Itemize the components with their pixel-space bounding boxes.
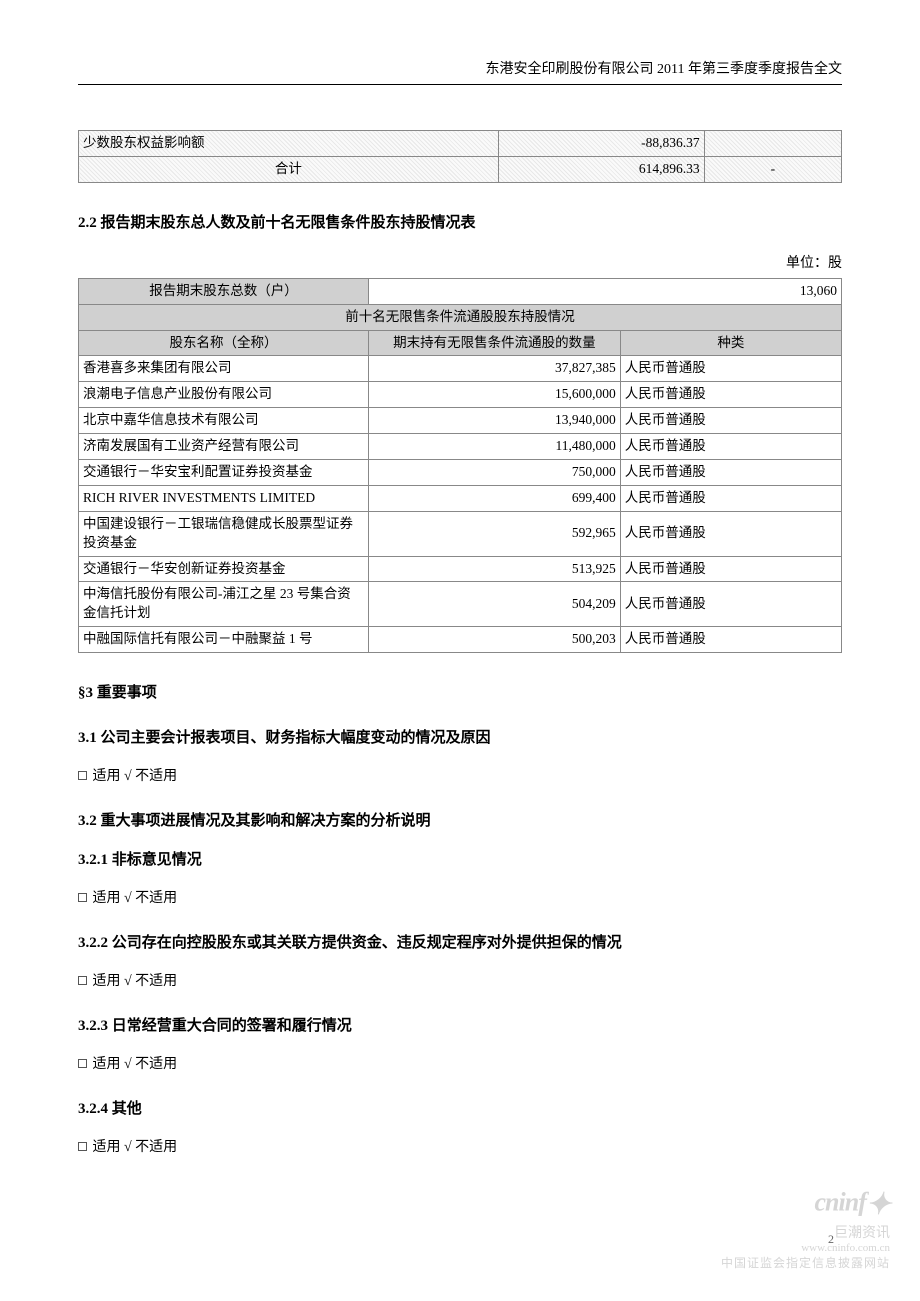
table-row-type: 人民币普通股 bbox=[620, 434, 841, 460]
checkbox-icon bbox=[78, 893, 87, 902]
section-3-2-1-title: 3.2.1 非标意见情况 bbox=[78, 848, 842, 869]
cb-3-2-3: 适用 √ 不适用 bbox=[78, 1053, 842, 1073]
table-row-name: 交通银行－华安创新证券投资基金 bbox=[79, 556, 369, 582]
table-row-qty: 699,400 bbox=[368, 485, 620, 511]
page-header: 东港安全印刷股份有限公司 2011 年第三季度季度报告全文 bbox=[78, 58, 842, 85]
section-3-title: §3 重要事项 bbox=[78, 681, 842, 702]
cb-3-2-1: 适用 √ 不适用 bbox=[78, 887, 842, 907]
t2-subtitle: 前十名无限售条件流通股股东持股情况 bbox=[79, 304, 842, 330]
section-3-2-2-title: 3.2.2 公司存在向控股股东或其关联方提供资金、违反规定程序对外提供担保的情况 bbox=[78, 931, 842, 952]
cb-text: 适用 √ 不适用 bbox=[89, 1057, 177, 1072]
checkbox-icon bbox=[78, 976, 87, 985]
table-row-qty: 11,480,000 bbox=[368, 434, 620, 460]
table-row-qty: 750,000 bbox=[368, 460, 620, 486]
t2-total-label: 报告期末股东总数（户） bbox=[79, 278, 369, 304]
cb-3-2-2: 适用 √ 不适用 bbox=[78, 970, 842, 990]
table-row-type: 人民币普通股 bbox=[620, 582, 841, 627]
table-row-name: 中海信托股份有限公司-浦江之星 23 号集合资金信托计划 bbox=[79, 582, 369, 627]
t2-total-value: 13,060 bbox=[368, 278, 841, 304]
t1-r0-label: 少数股东权益影响额 bbox=[79, 131, 499, 157]
watermark-sub1: 巨潮资讯 bbox=[721, 1222, 890, 1242]
table-row-qty: 500,203 bbox=[368, 627, 620, 653]
section-3-1-title: 3.1 公司主要会计报表项目、财务指标大幅度变动的情况及原因 bbox=[78, 726, 842, 747]
checkbox-icon bbox=[78, 1059, 87, 1068]
watermark-sub3: 中国证监会指定信息披露网站 bbox=[721, 1254, 890, 1271]
table-row-type: 人民币普通股 bbox=[620, 485, 841, 511]
cb-text: 适用 √ 不适用 bbox=[89, 891, 177, 906]
table-row-type: 人民币普通股 bbox=[620, 556, 841, 582]
t2-h2: 种类 bbox=[620, 330, 841, 356]
watermark-sub2: www.cninfo.com.cn bbox=[721, 1242, 890, 1254]
table-row-qty: 513,925 bbox=[368, 556, 620, 582]
section-3-2-4-title: 3.2.4 其他 bbox=[78, 1097, 842, 1118]
table-row-type: 人民币普通股 bbox=[620, 382, 841, 408]
table-row-name: 浪潮电子信息产业股份有限公司 bbox=[79, 382, 369, 408]
cb-3-1: 适用 √ 不适用 bbox=[78, 765, 842, 785]
t1-r0-v1: -88,836.37 bbox=[498, 131, 704, 157]
t2-h1: 期末持有无限售条件流通股的数量 bbox=[368, 330, 620, 356]
t2-h0: 股东名称（全称） bbox=[79, 330, 369, 356]
table-row-qty: 13,940,000 bbox=[368, 408, 620, 434]
cb-3-2-4: 适用 √ 不适用 bbox=[78, 1136, 842, 1156]
table-row-qty: 592,965 bbox=[368, 511, 620, 556]
table-row-type: 人民币普通股 bbox=[620, 356, 841, 382]
t1-r1-v2: - bbox=[704, 156, 841, 182]
cb-text: 适用 √ 不适用 bbox=[89, 1140, 177, 1155]
watermark-logo: cninf✦ bbox=[721, 1187, 890, 1222]
t1-r1-v1: 614,896.33 bbox=[498, 156, 704, 182]
table-row-name: 中国建设银行－工银瑞信稳健成长股票型证券投资基金 bbox=[79, 511, 369, 556]
section-3-2-title: 3.2 重大事项进展情况及其影响和解决方案的分析说明 bbox=[78, 809, 842, 830]
watermark: cninf✦ 巨潮资讯 www.cninfo.com.cn 中国证监会指定信息披… bbox=[721, 1187, 890, 1271]
table-row-name: 中融国际信托有限公司－中融聚益 1 号 bbox=[79, 627, 369, 653]
table-row-name: 北京中嘉华信息技术有限公司 bbox=[79, 408, 369, 434]
table-shareholders: 报告期末股东总数（户） 13,060 前十名无限售条件流通股股东持股情况 股东名… bbox=[78, 278, 842, 653]
table-row-name: RICH RIVER INVESTMENTS LIMITED bbox=[79, 485, 369, 511]
cb-text: 适用 √ 不适用 bbox=[89, 974, 177, 989]
section-2-2-title: 2.2 报告期末股东总人数及前十名无限售条件股东持股情况表 bbox=[78, 211, 842, 232]
table-row-type: 人民币普通股 bbox=[620, 460, 841, 486]
table-row-qty: 37,827,385 bbox=[368, 356, 620, 382]
table-row-name: 济南发展国有工业资产经营有限公司 bbox=[79, 434, 369, 460]
t1-r1-label: 合计 bbox=[79, 156, 499, 182]
cb-text: 适用 √ 不适用 bbox=[89, 769, 177, 784]
table-row-type: 人民币普通股 bbox=[620, 408, 841, 434]
t1-r0-v2 bbox=[704, 131, 841, 157]
table-row-qty: 15,600,000 bbox=[368, 382, 620, 408]
table-row-name: 交通银行－华安宝利配置证券投资基金 bbox=[79, 460, 369, 486]
table-row-name: 香港喜多来集团有限公司 bbox=[79, 356, 369, 382]
checkbox-icon bbox=[78, 771, 87, 780]
table-row-qty: 504,209 bbox=[368, 582, 620, 627]
table-minority-interest: 少数股东权益影响额 -88,836.37 合计 614,896.33 - bbox=[78, 130, 842, 183]
checkbox-icon bbox=[78, 1142, 87, 1151]
section-3-2-3-title: 3.2.3 日常经营重大合同的签署和履行情况 bbox=[78, 1014, 842, 1035]
unit-label: 单位：股 bbox=[78, 252, 842, 272]
table-row-type: 人民币普通股 bbox=[620, 511, 841, 556]
table-row-type: 人民币普通股 bbox=[620, 627, 841, 653]
